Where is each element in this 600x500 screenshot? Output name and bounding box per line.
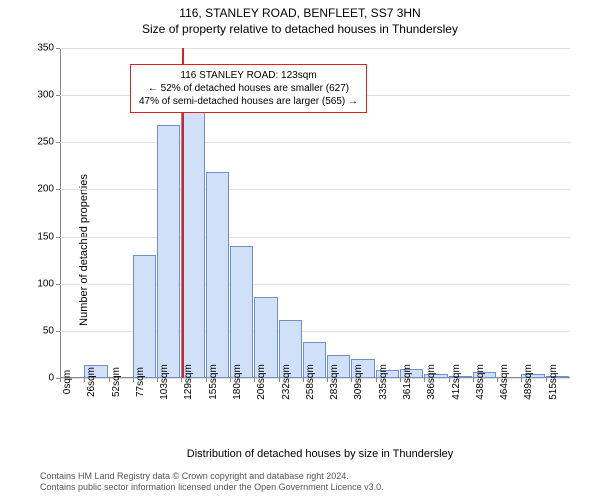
xtick-label: 26sqm — [84, 367, 97, 397]
gridline — [60, 237, 570, 238]
xtick-label: 155sqm — [206, 364, 219, 400]
attribution: Contains HM Land Registry data © Crown c… — [40, 471, 580, 494]
ytick-mark — [56, 95, 60, 96]
xtick-label: 52sqm — [109, 367, 122, 397]
annotation-line3: 47% of semi-detached houses are larger (… — [139, 95, 358, 108]
ytick-mark — [56, 331, 60, 332]
gridline — [60, 48, 570, 49]
gridline — [60, 142, 570, 143]
xtick-label: 515sqm — [546, 364, 559, 400]
ytick-mark — [56, 284, 60, 285]
annotation-box: 116 STANLEY ROAD: 123sqm← 52% of detache… — [130, 64, 367, 113]
ytick-label: 200 — [37, 184, 54, 195]
xtick-label: 206sqm — [254, 364, 267, 400]
histogram-bar — [181, 107, 204, 378]
xtick-label: 180sqm — [230, 364, 243, 400]
chart-container: 116, STANLEY ROAD, BENFLEET, SS7 3HN Siz… — [0, 0, 600, 500]
xtick-label: 412sqm — [449, 364, 462, 400]
ytick-label: 150 — [37, 231, 54, 242]
xtick-label: 103sqm — [157, 364, 170, 400]
xtick-label: 0sqm — [60, 370, 73, 394]
xtick-label: 258sqm — [303, 364, 316, 400]
annotation-line2: ← 52% of detached houses are smaller (62… — [139, 82, 358, 95]
ytick-label: 100 — [37, 278, 54, 289]
ytick-mark — [56, 189, 60, 190]
histogram-bar — [206, 172, 229, 378]
chart-title: 116, STANLEY ROAD, BENFLEET, SS7 3HN — [0, 6, 600, 20]
y-axis — [60, 48, 61, 378]
ytick-label: 0 — [48, 373, 54, 384]
x-axis-label: Distribution of detached houses by size … — [60, 448, 580, 460]
xtick-label: 77sqm — [133, 367, 146, 397]
plot-area: 0501001502002503003500sqm26sqm52sqm77sqm… — [60, 48, 570, 378]
gridline — [60, 189, 570, 190]
ytick-mark — [56, 48, 60, 49]
ytick-label: 350 — [37, 43, 54, 54]
xtick-label: 464sqm — [497, 364, 510, 400]
ytick-label: 50 — [43, 325, 54, 336]
ytick-label: 250 — [37, 137, 54, 148]
xtick-label: 232sqm — [279, 364, 292, 400]
ytick-label: 300 — [37, 90, 54, 101]
histogram-bar — [230, 246, 253, 378]
annotation-line1: 116 STANLEY ROAD: 123sqm — [139, 69, 358, 82]
xtick-label: 438sqm — [473, 364, 486, 400]
xtick-label: 361sqm — [400, 364, 413, 400]
ytick-mark — [56, 142, 60, 143]
ytick-mark — [56, 237, 60, 238]
histogram-bar — [133, 255, 156, 378]
attribution-line2: Contains public sector information licen… — [40, 482, 580, 494]
xtick-label: 489sqm — [521, 364, 534, 400]
chart-subtitle: Size of property relative to detached ho… — [0, 22, 600, 36]
xtick-label: 309sqm — [351, 364, 364, 400]
histogram-bar — [157, 125, 180, 378]
xtick-label: 283sqm — [327, 364, 340, 400]
xtick-label: 335sqm — [376, 364, 389, 400]
xtick-label: 386sqm — [424, 364, 437, 400]
attribution-line1: Contains HM Land Registry data © Crown c… — [40, 471, 580, 483]
